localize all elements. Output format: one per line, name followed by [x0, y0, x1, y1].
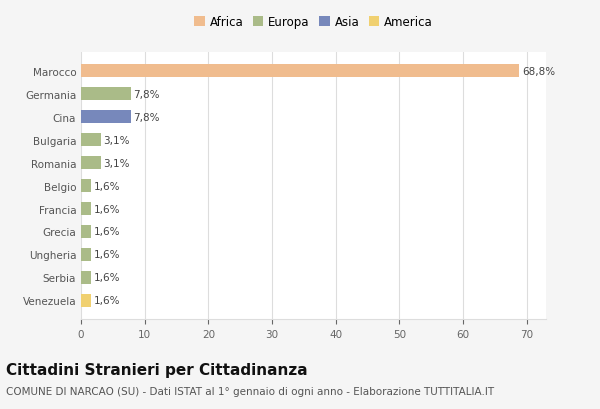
- Text: 1,6%: 1,6%: [94, 204, 120, 214]
- Bar: [81, 203, 91, 215]
- Text: 1,6%: 1,6%: [94, 296, 120, 306]
- Text: 7,8%: 7,8%: [133, 90, 160, 99]
- Bar: [81, 157, 101, 169]
- Bar: [81, 134, 101, 146]
- Text: 1,6%: 1,6%: [94, 181, 120, 191]
- Bar: [81, 65, 519, 78]
- Text: Cittadini Stranieri per Cittadinanza: Cittadini Stranieri per Cittadinanza: [6, 362, 308, 377]
- Bar: [81, 272, 91, 284]
- Bar: [81, 111, 131, 124]
- Bar: [81, 226, 91, 238]
- Text: 1,6%: 1,6%: [94, 227, 120, 237]
- Text: 7,8%: 7,8%: [133, 112, 160, 122]
- Bar: [81, 294, 91, 307]
- Text: 1,6%: 1,6%: [94, 273, 120, 283]
- Text: 1,6%: 1,6%: [94, 250, 120, 260]
- Bar: [81, 249, 91, 261]
- Text: 3,1%: 3,1%: [103, 158, 130, 168]
- Text: 3,1%: 3,1%: [103, 135, 130, 145]
- Legend: Africa, Europa, Asia, America: Africa, Europa, Asia, America: [190, 11, 437, 34]
- Text: COMUNE DI NARCAO (SU) - Dati ISTAT al 1° gennaio di ogni anno - Elaborazione TUT: COMUNE DI NARCAO (SU) - Dati ISTAT al 1°…: [6, 387, 494, 396]
- Text: 68,8%: 68,8%: [522, 67, 555, 76]
- Bar: [81, 88, 131, 101]
- Bar: [81, 180, 91, 192]
